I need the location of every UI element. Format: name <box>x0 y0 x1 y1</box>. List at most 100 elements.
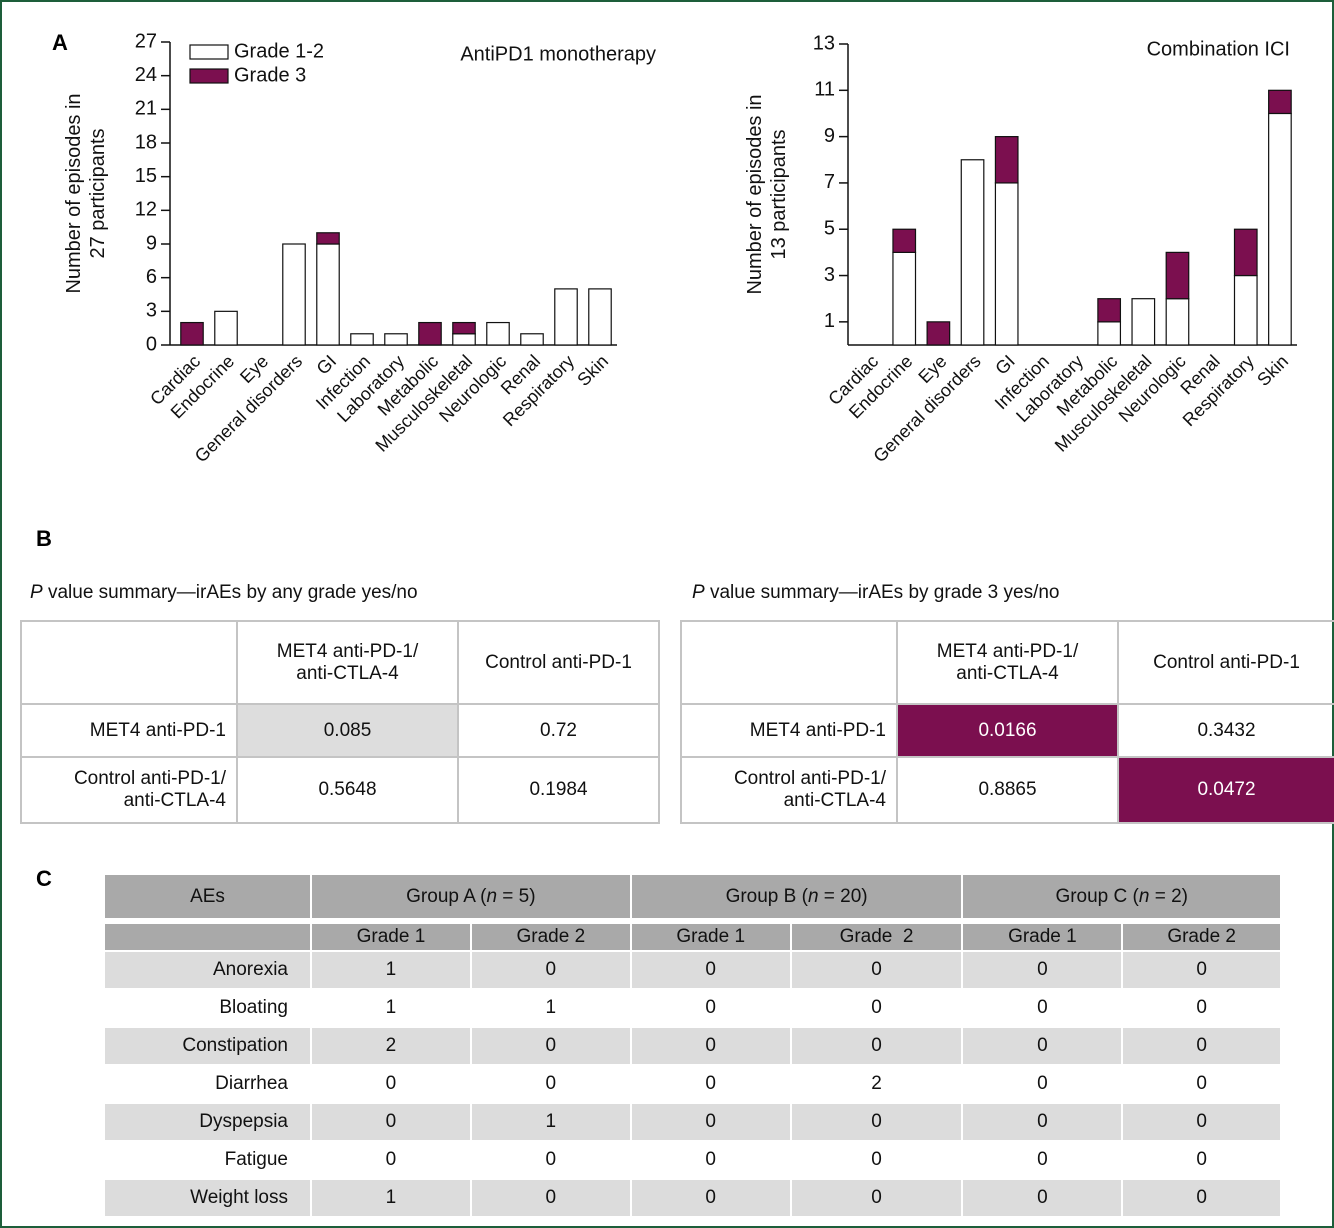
table-row: MET4 anti-PD-1 0.085 0.72 <box>20 703 660 758</box>
bar-segment <box>892 251 917 346</box>
corner-cell <box>103 924 311 951</box>
count-cell: 0 <box>961 1103 1123 1141</box>
legend-swatch <box>189 44 229 60</box>
column-header: AEs <box>103 875 311 918</box>
bar-segment <box>418 321 442 346</box>
column-header: MET4 anti-PD-1/ anti-CTLA-4 <box>896 620 1119 705</box>
bar-segment <box>486 321 510 346</box>
bar-segment <box>452 333 476 346</box>
group-header-part: n <box>807 885 819 907</box>
charts: 0369121518212427CardiacEndocrineEyeGener… <box>63 30 1297 466</box>
table-row: Anorexia 1 0 0 0 0 0 <box>103 951 1280 989</box>
bar-segment <box>214 310 238 346</box>
table-row: Diarrhea 0 0 0 2 0 0 <box>103 1065 1280 1103</box>
bar-segment <box>384 333 408 346</box>
table-row: Bloating 1 1 0 0 0 0 <box>103 989 1280 1027</box>
count-cell: 0 <box>1121 1065 1280 1103</box>
p-value-cell: 0.1984 <box>457 756 660 824</box>
y-tick-label: 9 <box>824 125 835 147</box>
bar-segment <box>1165 298 1190 346</box>
count-cell: 0 <box>789 1179 963 1216</box>
row-header: Bloating <box>103 989 311 1027</box>
bar-segment <box>994 182 1019 346</box>
y-tick-label: 3 <box>146 300 157 322</box>
group-header-row: AEs Group A (n = 5) Group B (n = 20) Group … <box>103 875 1280 918</box>
count-cell: 0 <box>629 1065 791 1103</box>
group-header-part: = 5) <box>497 885 536 907</box>
row-header: Constipation <box>103 1027 311 1065</box>
y-tick-label: 18 <box>135 131 157 153</box>
row-header: Control anti-PD-1/ anti-CTLA-4 <box>680 756 898 824</box>
count-cell: 0 <box>1121 989 1280 1027</box>
count-cell: 0 <box>629 989 791 1027</box>
count-cell: 0 <box>961 951 1123 989</box>
bar-segment <box>180 321 204 346</box>
bar-segment <box>1233 228 1258 277</box>
group-header-part: Group C ( <box>1055 885 1139 907</box>
bar-segment <box>588 288 612 346</box>
x-tick-label: Skin <box>573 351 612 390</box>
p-value-cell: 0.72 <box>457 703 660 758</box>
table-title: P value summary—irAEs by any grade yes/n… <box>30 582 418 604</box>
table-row: MET4 anti-PD-1 0.0166 0.3432 <box>680 703 1334 758</box>
title-text: value summary—irAEs by any grade yes/no <box>42 582 418 603</box>
subheader: Grade 1 <box>629 924 791 951</box>
bar-segment <box>1165 251 1190 300</box>
title-text: value summary—irAEs by grade 3 yes/no <box>704 582 1060 603</box>
row-header: Control anti-PD-1/ anti-CTLA-4 <box>20 756 238 824</box>
group-header: Group A (n = 5) <box>310 875 631 918</box>
count-cell: 0 <box>961 1065 1123 1103</box>
x-tick-label: Skin <box>1253 351 1292 390</box>
count-cell: 0 <box>629 951 791 989</box>
chart-title: Combination ICI <box>1147 38 1290 60</box>
y-label-line: Number of episodes in <box>63 93 85 293</box>
bar-segment <box>1097 298 1122 323</box>
y-tick-label: 9 <box>146 232 157 254</box>
count-cell: 0 <box>1121 951 1280 989</box>
count-cell: 0 <box>469 1141 631 1179</box>
count-cell: 0 <box>961 1027 1123 1065</box>
count-cell: 0 <box>469 951 631 989</box>
group-header: Group C (n = 2) <box>961 875 1280 918</box>
table-row: Weight loss 1 0 0 0 0 0 <box>103 1179 1280 1216</box>
count-cell: 0 <box>469 1179 631 1216</box>
row-header: Diarrhea <box>103 1065 311 1103</box>
group-header-part: n <box>1138 885 1150 907</box>
panel-label: C <box>36 866 52 891</box>
table-title: P value summary—irAEs by grade 3 yes/no <box>692 582 1060 604</box>
y-tick-label: 3 <box>824 264 835 286</box>
group-header-part: Group B ( <box>725 885 808 907</box>
subheader: Grade 1 <box>961 924 1123 951</box>
count-cell: 1 <box>469 989 631 1027</box>
count-cell: 0 <box>961 1179 1123 1216</box>
p-value-cell: 0.0472 <box>1117 756 1334 824</box>
column-header: MET4 anti-PD-1/ anti-CTLA-4 <box>236 620 459 705</box>
group-header: Group B (n = 20) <box>629 875 963 918</box>
subheader: Grade 1 <box>310 924 471 951</box>
row-header: MET4 anti-PD-1 <box>20 703 238 758</box>
count-cell: 0 <box>310 1103 471 1141</box>
y-tick-label: 6 <box>146 266 157 288</box>
y-axis-label: Number of episodes in 13 participants <box>744 94 790 294</box>
group-header-part: = 2) <box>1149 885 1188 907</box>
y-tick-label: 11 <box>814 79 835 101</box>
count-cell: 0 <box>629 1103 791 1141</box>
count-cell: 1 <box>310 1179 471 1216</box>
count-cell: 2 <box>789 1065 963 1103</box>
bar-segment <box>1268 89 1292 115</box>
table-row: Fatigue 0 0 0 0 0 0 <box>103 1141 1280 1179</box>
row-header: Fatigue <box>103 1141 311 1179</box>
y-label-line: 27 participants <box>87 128 109 258</box>
table-row: Dyspepsia 0 1 0 0 0 0 <box>103 1103 1280 1141</box>
y-tick-label: 1 <box>824 310 835 332</box>
legend-label: Grade 1-2 <box>234 40 324 62</box>
panel-label: B <box>36 526 52 551</box>
italic: P <box>30 582 43 603</box>
count-cell: 0 <box>629 1141 791 1179</box>
corner-cell <box>20 620 238 705</box>
count-cell: 0 <box>789 1141 963 1179</box>
count-cell: 0 <box>469 1065 631 1103</box>
bar-segment <box>1268 112 1292 346</box>
group-header-part: n <box>486 885 498 907</box>
table-row: Control anti-PD-1/ anti-CTLA-4 0.5648 0.19… <box>20 756 660 824</box>
